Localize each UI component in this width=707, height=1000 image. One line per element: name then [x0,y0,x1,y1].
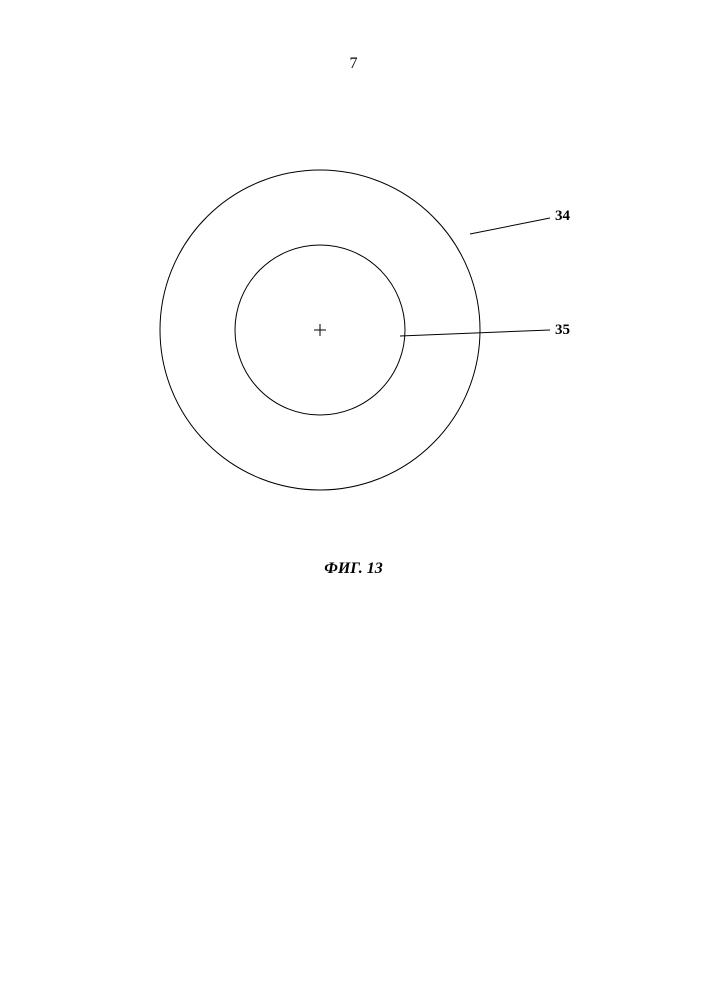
leader-line-inner [400,330,550,336]
figure-container: 7 34 35 ФИГ. 13 [0,0,707,1000]
label-outer: 34 [555,208,570,225]
concentric-circles [160,170,480,490]
leader-lines [400,218,550,336]
diagram-svg [0,0,707,1000]
leader-line-outer [470,218,550,234]
center-cross [314,324,326,336]
label-inner: 35 [555,322,570,339]
figure-caption: ФИГ. 13 [324,560,383,578]
